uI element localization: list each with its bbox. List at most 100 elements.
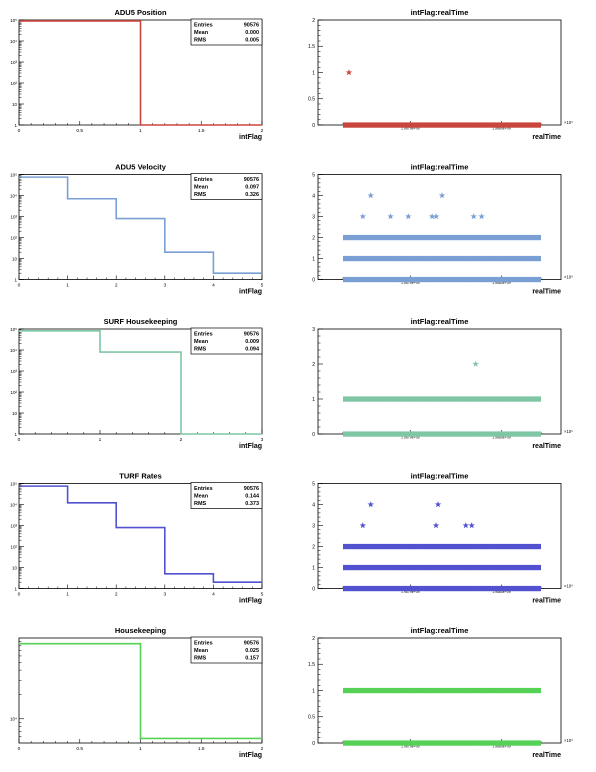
scatter-xlabel: realTime [532,443,561,450]
hist-xtick-label: 0.5 [76,128,83,134]
hist-xtick-label: 3 [261,437,264,443]
scatter-point [345,69,353,76]
stats-mean-value: 0.009 [245,339,259,345]
hist-ytick-label: 10 [12,256,18,261]
scatter-ytick-label: 1 [312,397,315,403]
hist-ytick-label: 10⁴ [10,193,17,198]
stats-mean-value: 0.025 [245,648,259,654]
scatter-xtick-label: 1.9680e+09 [492,590,511,594]
scatter-ytick-label: 0 [312,586,315,592]
hist-title: ADU5 Position [114,8,167,17]
stats-entries-label: Entries [194,23,213,29]
hist-xlabel: intFlag [239,752,262,759]
hist-line [19,20,262,126]
stats-box [190,327,263,355]
hist-frame [18,174,263,280]
hist-xlabel: intFlag [239,443,262,450]
hist-ytick-label: 10⁵ [10,481,17,486]
scatter-multiplier: ×10⁹ [564,584,573,589]
scatter-frame [317,19,562,126]
stats-rms-label: RMS [194,656,207,662]
hist-xtick-label: 1 [139,128,142,134]
hist-ytick-label: 10³ [10,214,17,219]
scatter-ytick-label: 0.5 [308,97,315,103]
hist-xtick-label: 1.5 [198,746,205,752]
scatter-band [343,234,541,241]
stats-entries-value: 90576 [244,641,259,647]
scatter-title: intFlag:realTime [411,472,469,481]
scatter-xlabel: realTime [532,134,561,141]
scatter-ytick-label: 3 [312,327,315,333]
stats-entries-label: Entries [194,332,213,338]
hist-ytick-label: 10² [10,544,17,549]
scatter-ytick-label: 4 [312,502,315,508]
hist-xtick-label: 1 [139,746,142,752]
scatter-xtick-label: 1.9679e+09 [401,745,420,749]
scatter-point [470,213,477,220]
scatter-point [434,501,442,508]
stats-entries-label: Entries [194,641,213,647]
stats-mean-value: 0.144 [245,494,260,500]
hist-title: Housekeeping [115,626,167,635]
hist-ytick-label: 1 [14,432,17,437]
scatter-point [438,192,446,199]
hist-xtick-label: 4 [212,283,215,289]
hist-xtick-label: 2 [261,128,264,134]
hist-ytick-label: 10² [10,81,17,86]
scatter-point [432,213,440,220]
scatter-point [359,213,367,220]
scatter-multiplier: ×10⁹ [564,738,573,743]
hist-xlabel: intFlag [239,289,262,296]
scatter-band [343,543,541,550]
scatter-ytick-label: 1.5 [308,44,315,50]
hist-ytick-label: 10³ [10,523,17,528]
scatter-xlabel: realTime [532,289,561,296]
hist-xtick-label: 1.5 [198,128,205,134]
hist-xtick-label: 1 [66,592,69,598]
hist-frame [18,328,263,435]
scatter-xlabel: realTime [532,752,561,759]
stats-rms-label: RMS [194,347,207,353]
stats-rms-value: 0.157 [245,656,259,662]
scatter-panel-4: intFlag:realTime 0 1 2 3 4 5 1.9679e+09 1.9680e+… [312,472,573,605]
scatter-point [387,213,394,220]
hist-ytick-label: 10² [10,235,17,240]
scatter-ytick-label: 1.5 [308,662,315,668]
scatter-point [359,522,367,529]
scatter-frame [317,328,562,435]
stats-mean-label: Mean [194,30,209,36]
hist-xtick-label: 0 [18,592,21,598]
scatter-ytick-label: 3 [312,523,315,529]
stats-entries-value: 90576 [244,177,259,183]
hist-xlabel: intFlag [239,598,262,605]
hist-ytick-label: 10⁴ [10,39,17,44]
scatter-frame [317,174,562,280]
scatter-ytick-label: 3 [312,214,315,220]
hist-xlabel: intFlag [239,134,262,141]
scatter-point [428,213,436,220]
stats-rms-value: 0.326 [245,192,259,198]
scatter-point [462,522,469,529]
stats-rms-label: RMS [194,192,207,198]
stats-entries-value: 90576 [244,23,259,29]
scatter-band [343,740,541,746]
scatter-title: intFlag:realTime [411,317,469,326]
scatter-ytick-label: 1 [312,256,315,262]
scatter-band [343,276,541,283]
scatter-band [343,431,541,437]
hist-line [19,176,262,274]
scatter-xtick-label: 1.9679e+09 [401,436,420,440]
scatter-point [468,522,475,529]
hist-ytick-label: 10 [12,411,18,416]
hist-ytick-label: 10³ [10,369,17,374]
scatter-ytick-label: 0 [312,741,315,747]
scatter-multiplier: ×10⁹ [564,120,573,125]
stats-rms-label: RMS [194,38,207,44]
hist-xtick-label: 2 [261,746,264,752]
scatter-title: intFlag:realTime [411,626,469,635]
scatter-ytick-label: 2 [312,235,315,241]
hist-ytick-label: 10 [12,565,18,570]
